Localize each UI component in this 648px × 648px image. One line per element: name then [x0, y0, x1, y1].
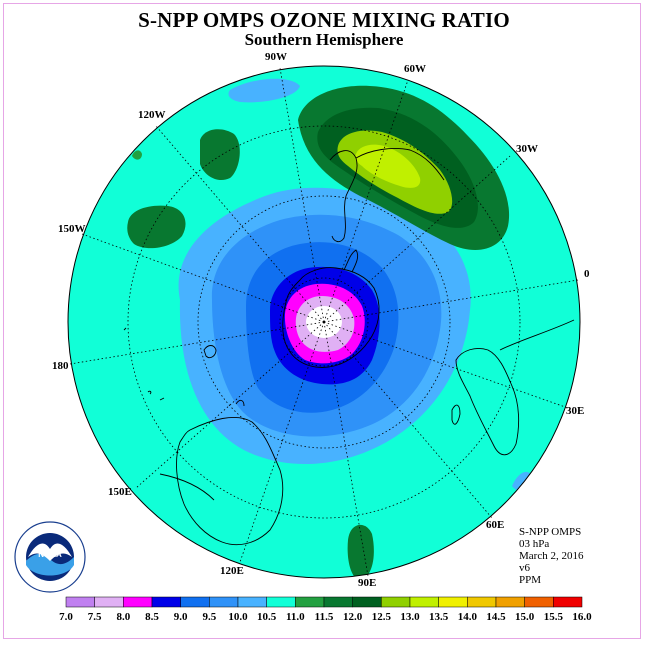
ozone-contour-11-5-patch-120w — [200, 129, 240, 181]
colorbar-segment — [237, 596, 267, 608]
colorbar-segment — [438, 596, 468, 608]
colorbar-segment — [495, 596, 525, 608]
noaa-logo-text: NOAA — [38, 550, 62, 559]
meridian-180 — [69, 321, 325, 365]
coastlines — [123, 147, 575, 546]
colorbar-tick-label: 15.0 — [515, 611, 535, 623]
colorbar-segment — [381, 596, 411, 608]
map-boundary — [67, 65, 581, 579]
lon-label-0: 0 — [584, 268, 590, 280]
ozone-contour-11-0-patch — [132, 150, 142, 160]
colorbar-segment — [94, 596, 124, 608]
meridian-150e — [135, 321, 325, 489]
colorbar-tick-label: 10.5 — [257, 611, 277, 623]
meridian-60w — [323, 79, 409, 323]
meridian-30w — [323, 155, 511, 323]
colorbar-segment — [467, 596, 497, 608]
graticule — [69, 67, 579, 577]
colorbar-tick-label: 14.5 — [486, 611, 506, 623]
colorbar-tick-label: 9.0 — [174, 611, 188, 623]
colorbar-segment — [409, 596, 439, 608]
colorbar-tick-label: 12.5 — [372, 611, 392, 623]
meridian-0 — [323, 279, 579, 323]
colorbar-segment — [553, 596, 583, 608]
colorbar-tick-label: 14.0 — [458, 611, 478, 623]
lon-label-150e: 150E — [108, 486, 132, 498]
lon-label-90e: 90E — [358, 577, 377, 589]
map-subtitle: Southern Hemisphere — [244, 30, 404, 49]
info-units: PPM — [519, 574, 542, 586]
lon-label-90w: 90W — [265, 51, 287, 63]
latitude-ring-60s — [197, 195, 451, 449]
meridian-30e — [323, 321, 569, 409]
colorbar-segment — [295, 596, 325, 608]
noaa-logo: NOAA — [14, 521, 86, 593]
lon-label-60e: 60E — [486, 519, 505, 531]
colorbar-tick-label: 15.5 — [544, 611, 564, 623]
colorbar-segment — [123, 596, 153, 608]
colorbar-segment — [524, 596, 554, 608]
colorbar-tick-label: 11.5 — [315, 611, 334, 623]
lon-label-60w: 60W — [404, 63, 426, 75]
colorbar-segment — [352, 596, 382, 608]
colorbar-segment — [323, 596, 353, 608]
meridian-120w — [155, 125, 325, 323]
meridian-150w — [81, 233, 325, 323]
colorbar: 7.0 7.5 8.0 8.5 9.0 9.5 10.0 10.5 11.0 11.5 12.0 12… — [59, 596, 592, 623]
meridian-60e — [323, 321, 493, 519]
colorbar-segment — [65, 596, 95, 608]
lon-label-120e: 120E — [220, 565, 244, 577]
colorbar-segment — [180, 596, 210, 608]
latitude-ring-75s — [279, 277, 369, 367]
colorbar-segment — [266, 596, 296, 608]
meridian-90e — [323, 321, 369, 577]
info-version: v6 — [519, 562, 530, 574]
ozone-contour-13-0 — [355, 144, 421, 188]
plot-frame — [3, 3, 641, 639]
colorbar-tick-label: 13.0 — [400, 611, 420, 623]
colorbar-tick-label: 11.0 — [286, 611, 305, 623]
colorbar-tick-label: 12.0 — [343, 611, 363, 623]
ozone-contour-11-5-patch-150w — [127, 205, 186, 249]
colorbar-segment — [209, 596, 239, 608]
colorbar-tick-label: 16.0 — [572, 611, 592, 623]
colorbar-segment — [151, 596, 181, 608]
colorbar-tick-label: 8.5 — [145, 611, 159, 623]
colorbar-tick-label: 10.0 — [228, 611, 248, 623]
info-product: S-NPP OMPS — [519, 526, 582, 538]
colorbar-tick-label: 7.5 — [88, 611, 102, 623]
ozone-contour-10-0-patch — [228, 78, 300, 103]
info-block: S-NPP OMPS 03 hPa March 2, 2016 v6 PPM — [519, 526, 583, 586]
colorbar-tick-label: 7.0 — [59, 611, 73, 623]
lon-label-150w: 150W — [58, 223, 86, 235]
colorbar-tick-label: 8.0 — [116, 611, 130, 623]
latitude-ring-45s — [127, 125, 521, 519]
info-date: March 2, 2016 — [519, 550, 584, 562]
lon-label-30e: 30E — [566, 405, 585, 417]
colorbar-tick-label: 13.5 — [429, 611, 449, 623]
lon-label-120w: 120W — [138, 109, 166, 121]
ozone-contour-11-5-patch-90e — [347, 525, 374, 578]
lon-label-180: 180 — [52, 360, 69, 372]
meridian-90w — [279, 67, 325, 323]
map-title: S-NPP OMPS OZONE MIXING RATIO — [138, 8, 510, 32]
colorbar-tick-label: 9.5 — [202, 611, 216, 623]
info-level: 03 hPa — [519, 538, 550, 550]
lon-label-30w: 30W — [516, 143, 538, 155]
